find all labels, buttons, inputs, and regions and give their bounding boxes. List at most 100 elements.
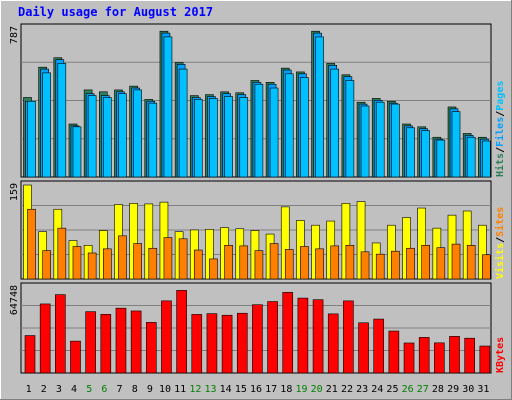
chart-title: Daily usage for August 2017 [18,5,213,19]
legend-hits: Hits [494,153,506,177]
day-label-19: 19 [295,384,307,395]
bar-kbytes-day-22 [343,300,354,374]
bar-sites-day-30 [466,245,476,280]
day-label-2: 2 [41,384,47,395]
bar-kbytes-day-24 [373,318,385,374]
bar-pages-day-18 [284,73,294,178]
bar-pages-day-8 [133,89,142,178]
bar-kbytes-day-15 [236,312,248,374]
bar-kbytes-day-11 [176,290,187,374]
day-label-7: 7 [117,384,123,395]
bar-sites-day-20 [315,248,324,280]
kbytes-legend: KBytes [495,337,506,373]
bar-kbytes-day-20 [312,299,324,374]
bar-sites-day-10 [163,237,173,280]
hits-files-pages-legend: Hits/Files/Pages [494,81,506,177]
bar-sites-day-19 [300,246,309,280]
bar-kbytes-day-14 [221,314,233,374]
bar-sites-day-9 [148,247,158,280]
bar-sites-day-6 [103,248,112,280]
legend-visits: Visits [494,243,506,279]
bar-sites-day-18 [284,249,294,280]
bar-kbytes-day-3 [55,294,66,374]
legend-sites: Sites [494,207,506,237]
bar-sites-day-26 [406,247,415,280]
bar-pages-day-31 [482,140,491,178]
day-label-15: 15 [235,384,247,395]
day-label-4: 4 [71,384,77,395]
day-label-16: 16 [250,384,262,395]
kbytes-ymax-label: 64748 [9,285,20,315]
bar-kbytes-day-19 [297,297,309,374]
day-label-31: 31 [477,384,489,395]
day-label-29: 29 [447,384,459,395]
bar-kbytes-day-29 [449,336,460,374]
day-label-21: 21 [326,384,338,395]
bar-sites-day-14 [224,245,233,280]
day-label-9: 9 [147,384,153,395]
bar-kbytes-day-17 [267,301,278,374]
bar-pages-day-3 [57,63,67,178]
bar-pages-day-21 [330,68,340,178]
bar-sites-day-4 [72,246,82,280]
bar-pages-day-15 [239,97,249,178]
legend-files: Files [494,117,506,147]
legend-separator: / [495,111,506,117]
bar-sites-day-13 [209,258,218,280]
bar-kbytes-day-16 [252,304,263,374]
legend-pages: Pages [495,81,506,111]
day-label-24: 24 [371,384,383,395]
day-label-11: 11 [174,384,186,395]
bar-kbytes-day-9 [145,322,157,374]
bar-pages-day-11 [178,68,188,178]
bar-sites-day-25 [391,250,400,280]
day-label-23: 23 [356,384,368,395]
bar-pages-day-17 [269,87,279,178]
day-label-25: 25 [386,384,398,395]
bar-kbytes-day-8 [130,310,142,374]
bar-kbytes-day-12 [191,314,203,374]
day-label-13: 13 [204,384,216,395]
bar-sites-day-5 [87,252,97,280]
bar-pages-day-27 [421,130,430,178]
visits-sites-ymax-label: 159 [9,183,20,201]
day-label-20: 20 [311,384,323,395]
bar-sites-day-24 [375,253,385,280]
bar-kbytes-day-4 [70,340,81,374]
bar-kbytes-day-10 [161,300,172,374]
day-label-30: 30 [462,384,474,395]
bar-kbytes-day-1 [24,335,36,374]
day-label-6: 6 [101,384,107,395]
bar-sites-day-28 [436,247,446,280]
bar-kbytes-day-31 [479,345,491,374]
day-label-17: 17 [265,384,277,395]
bar-sites-day-17 [269,243,279,280]
day-label-18: 18 [280,384,292,395]
day-label-27: 27 [417,384,429,395]
bar-pages-day-16 [254,83,264,178]
bar-kbytes-day-28 [434,342,445,374]
day-label-8: 8 [132,384,138,395]
bar-sites-day-23 [360,251,370,280]
bar-pages-day-2 [42,72,51,178]
bar-pages-day-24 [375,101,385,178]
bar-kbytes-day-30 [464,337,475,374]
visits-sites-panel: 159 Visits/Sites [9,180,506,280]
bar-sites-day-11 [178,238,188,280]
visits-sites-legend: Visits/Sites [494,207,506,279]
day-label-3: 3 [56,384,62,395]
bar-sites-day-2 [42,250,51,280]
bar-pages-day-22 [345,80,355,178]
kbytes-panel: 64748 KBytes [9,282,506,374]
day-label-5: 5 [86,384,92,395]
bar-sites-day-1 [27,208,36,280]
day-label-12: 12 [189,384,201,395]
bar-sites-day-27 [421,245,430,280]
bar-pages-day-23 [360,105,370,178]
bar-pages-day-30 [466,136,476,178]
day-label-26: 26 [402,384,414,395]
bar-pages-day-20 [315,36,324,178]
bar-kbytes-day-18 [282,292,294,374]
